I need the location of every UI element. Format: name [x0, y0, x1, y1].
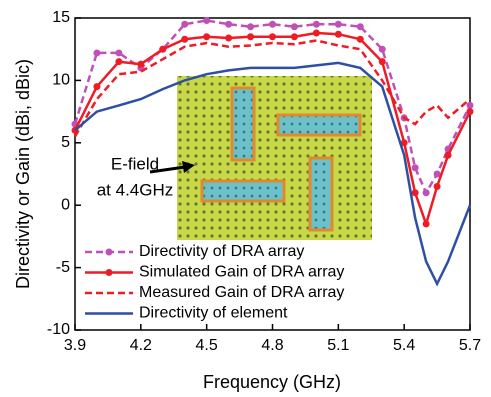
series-marker	[412, 189, 419, 196]
series-marker	[181, 36, 188, 43]
series-marker	[357, 36, 364, 43]
series-marker	[357, 23, 364, 30]
series-marker	[445, 152, 452, 159]
legend-label: Directivity of DRA array	[139, 243, 304, 260]
series-marker	[335, 31, 342, 38]
series-marker	[247, 23, 254, 30]
x-tick-label: 5.7	[459, 337, 481, 354]
y-tick-label: -10	[47, 321, 70, 338]
x-tick-label: 3.9	[64, 337, 86, 354]
chart: E-field at 4.4GHz Frequency (GHz) Direct…	[0, 0, 491, 397]
x-tick-label: 5.4	[393, 337, 415, 354]
series-marker	[93, 49, 100, 56]
legend-label: Simulated Gain of DRA array	[139, 264, 344, 281]
series-marker	[181, 21, 188, 28]
series-marker	[291, 23, 298, 30]
series-marker	[115, 49, 122, 56]
page: {"chart_data": {"type": "line", "x_label…	[0, 0, 491, 397]
series-marker	[247, 33, 254, 40]
series-marker	[93, 83, 100, 90]
series-marker	[313, 29, 320, 36]
series-marker	[115, 58, 122, 65]
series-marker	[335, 21, 342, 28]
series-marker	[225, 34, 232, 41]
x-axis-title: Frequency (GHz)	[203, 372, 341, 392]
series-marker	[225, 21, 232, 28]
series-marker	[203, 17, 210, 24]
series-marker	[313, 21, 320, 28]
legend-label: Measured Gain of DRA array	[139, 284, 344, 301]
series-marker	[291, 33, 298, 40]
series-marker	[379, 58, 386, 65]
inset-field-image	[177, 76, 372, 240]
series-marker	[379, 46, 386, 53]
legend-marker	[106, 249, 113, 256]
annotation: E-field	[111, 154, 159, 173]
series-marker	[137, 61, 144, 68]
series-marker	[423, 220, 430, 227]
y-tick-label: 10	[52, 72, 70, 89]
series-marker	[412, 164, 419, 171]
series-marker	[467, 102, 474, 109]
legend-label: Directivity of element	[139, 305, 288, 322]
series-marker	[269, 33, 276, 40]
annotation: at 4.4GHz	[97, 180, 174, 199]
x-tick-label: 5.1	[327, 337, 349, 354]
x-tick-label: 4.2	[130, 337, 152, 354]
series-marker	[159, 46, 166, 53]
y-axis-title: Directivity or Gain (dBi, dBic)	[13, 59, 33, 289]
series-marker	[269, 21, 276, 28]
series-marker	[434, 183, 441, 190]
y-tick-label: 5	[61, 134, 70, 151]
y-tick-label: -5	[56, 259, 70, 276]
x-tick-label: 4.5	[196, 337, 218, 354]
series-marker	[467, 108, 474, 115]
x-tick-label: 4.8	[261, 337, 283, 354]
series-marker	[203, 33, 210, 40]
y-tick-label: 15	[52, 9, 70, 26]
series-marker	[423, 189, 430, 196]
legend-marker	[106, 269, 113, 276]
y-tick-label: 0	[61, 196, 70, 213]
